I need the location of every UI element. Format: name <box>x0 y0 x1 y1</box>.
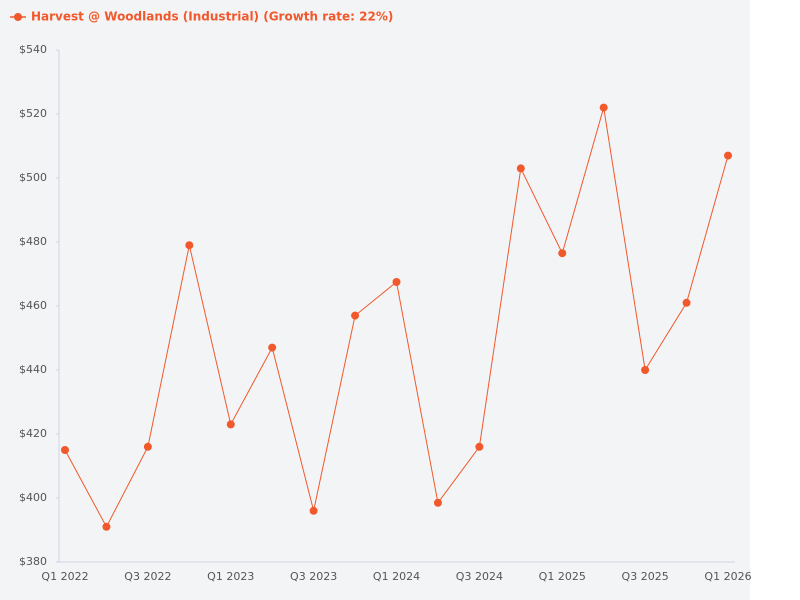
y-tick-label: $440 <box>19 363 47 376</box>
legend-text: Harvest @ Woodlands (Industrial) (Growth… <box>31 10 393 24</box>
y-tick-label: $420 <box>19 427 47 440</box>
x-tick-label: Q1 2022 <box>41 570 88 583</box>
x-tick-label: Q1 2025 <box>539 570 586 583</box>
data-point <box>226 420 235 429</box>
data-point <box>641 366 650 374</box>
data-point <box>558 249 567 258</box>
data-point <box>724 151 732 160</box>
y-tick-label: $460 <box>19 299 47 312</box>
x-tick-label: Q1 2026 <box>704 570 751 583</box>
x-tick-label: Q1 2023 <box>207 570 254 583</box>
x-tick-label: Q3 2022 <box>124 570 171 583</box>
legend-marker <box>14 13 22 21</box>
data-point <box>185 241 194 250</box>
data-point <box>516 164 525 173</box>
data-point <box>61 446 69 454</box>
data-point <box>682 298 691 307</box>
data-point <box>268 343 277 352</box>
data-point <box>351 311 360 320</box>
y-tick-label: $520 <box>19 107 47 120</box>
data-point <box>599 103 608 112</box>
data-point <box>102 522 111 531</box>
data-point <box>392 278 401 286</box>
data-point <box>475 442 484 451</box>
y-tick-label: $540 <box>19 43 47 56</box>
data-point <box>309 506 318 515</box>
data-point <box>433 498 442 507</box>
x-tick-label: Q3 2023 <box>290 570 337 583</box>
data-point <box>143 442 152 451</box>
x-tick-label: Q3 2025 <box>622 570 669 583</box>
y-tick-label: $480 <box>19 235 47 248</box>
y-tick-label: $380 <box>19 555 47 568</box>
x-tick-label: Q3 2024 <box>456 570 503 583</box>
x-tick-label: Q1 2024 <box>373 570 420 583</box>
y-tick-label: $400 <box>19 491 47 504</box>
y-tick-label: $500 <box>19 171 47 184</box>
